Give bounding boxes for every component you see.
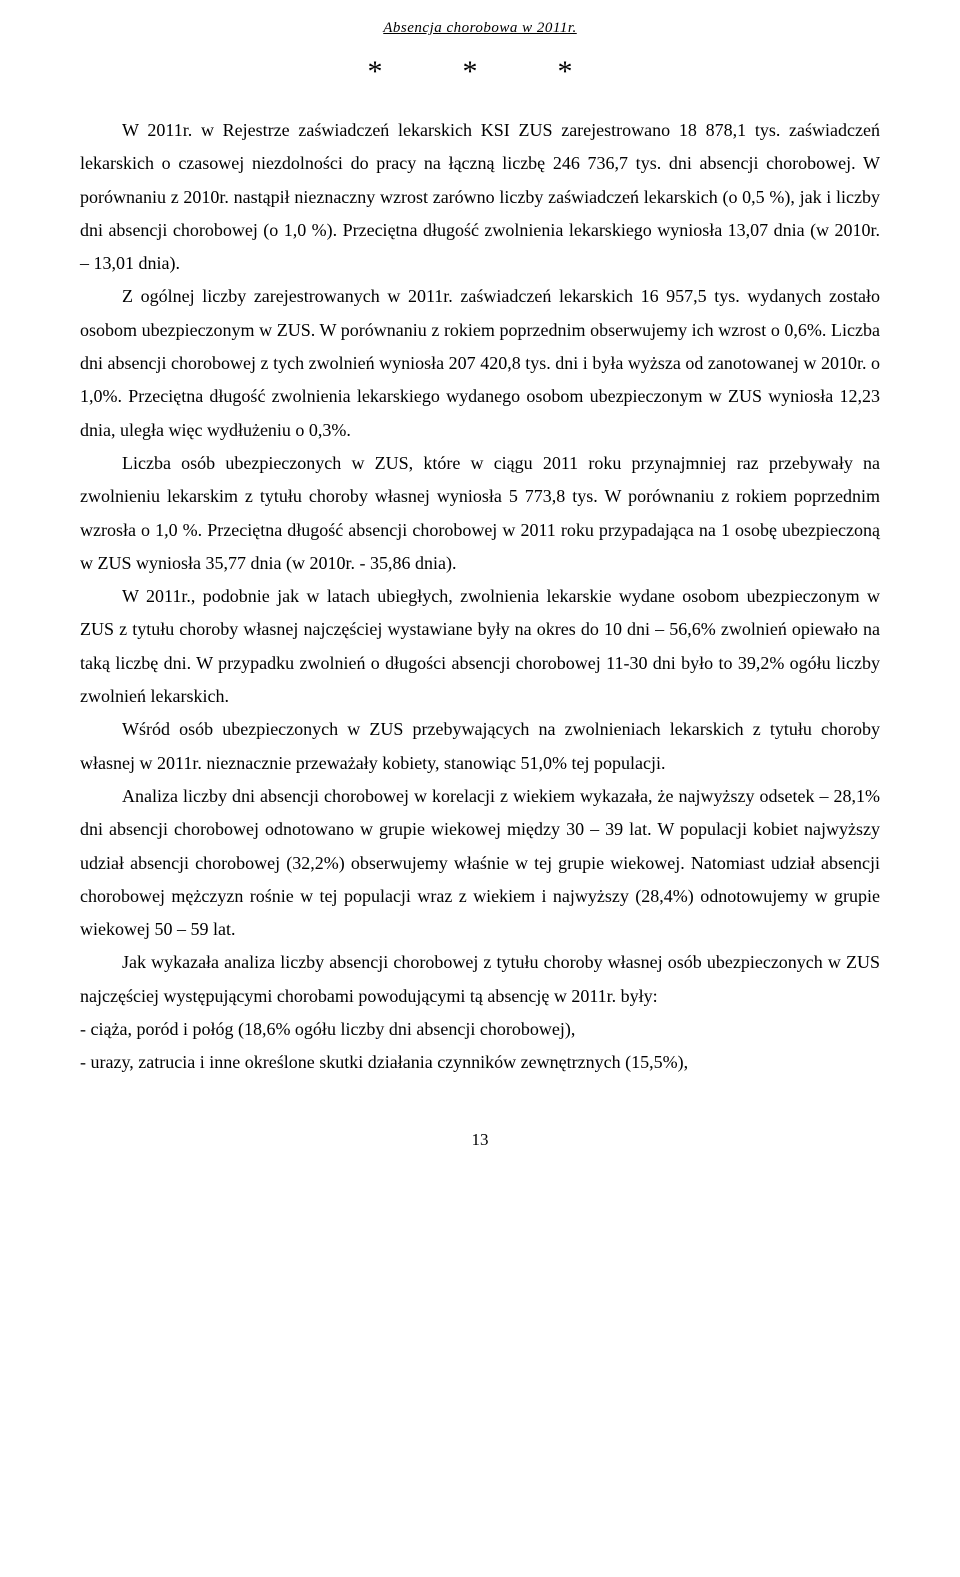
paragraph-5: Wśród osób ubezpieczonych w ZUS przebywa… xyxy=(80,713,880,780)
list-item-2: - urazy, zatrucia i inne określone skutk… xyxy=(80,1046,880,1079)
paragraph-2: Z ogólnej liczby zarejestrowanych w 2011… xyxy=(80,280,880,446)
list-item-1: - ciąża, poród i połóg (18,6% ogółu licz… xyxy=(80,1013,880,1046)
paragraph-6: Analiza liczby dni absencji chorobowej w… xyxy=(80,780,880,946)
page-number: 13 xyxy=(80,1130,880,1150)
separator-asterisks: *** xyxy=(80,55,880,89)
paragraph-1: W 2011r. w Rejestrze zaświadczeń lekarsk… xyxy=(80,114,880,280)
page-header-title: Absencja chorobowa w 2011r. xyxy=(80,20,880,37)
paragraph-4: W 2011r., podobnie jak w latach ubiegłyc… xyxy=(80,580,880,713)
paragraph-3: Liczba osób ubezpieczonych w ZUS, które … xyxy=(80,447,880,580)
paragraph-7: Jak wykazała analiza liczby absencji cho… xyxy=(80,946,880,1013)
